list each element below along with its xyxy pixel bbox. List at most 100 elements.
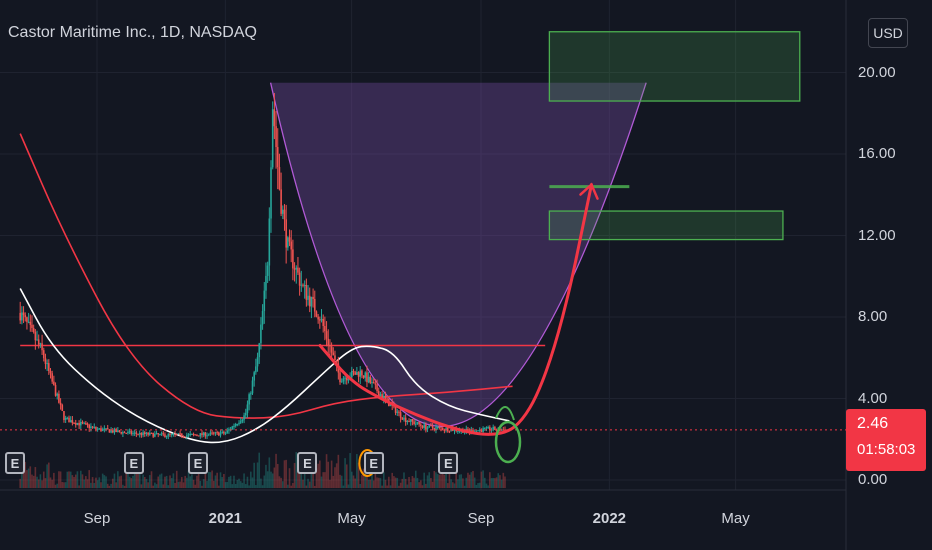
earnings-marker[interactable]: E <box>123 452 144 474</box>
candle-body <box>42 350 45 359</box>
volume-bar <box>224 482 227 488</box>
candle-body <box>128 431 131 433</box>
volume-bar <box>46 464 48 488</box>
volume-bar <box>71 475 74 488</box>
candle-body <box>59 402 62 406</box>
volume-bar <box>504 476 506 488</box>
volume-bar <box>53 472 55 488</box>
y-tick-label: 16.00 <box>858 145 896 162</box>
last-price-tag: 2.46 01:58:03 <box>846 409 926 471</box>
volume-bar <box>248 485 250 488</box>
volume-bar <box>27 468 30 488</box>
candle-body <box>58 393 60 403</box>
candle-body <box>73 423 75 425</box>
y-tick-label: 12.00 <box>858 226 896 244</box>
candle-body <box>423 424 425 428</box>
volume-bar <box>502 472 505 488</box>
volume-bar <box>250 471 252 488</box>
candle-body <box>258 343 261 358</box>
candle-body <box>223 431 225 434</box>
candle-body <box>31 324 33 329</box>
earnings-marker[interactable]: E <box>297 452 318 474</box>
candle-body <box>354 372 356 375</box>
volume-bar <box>165 475 168 488</box>
candle-body <box>359 370 362 377</box>
earnings-marker[interactable]: E <box>363 452 384 474</box>
volume-bar <box>446 483 449 488</box>
candle-body <box>212 432 215 434</box>
volume-bar <box>367 479 370 488</box>
volume-bar <box>68 471 70 488</box>
earnings-marker[interactable]: E <box>438 452 459 474</box>
volume-bar <box>443 474 446 488</box>
candle-body <box>54 384 57 396</box>
volume-bar <box>388 476 390 488</box>
earnings-marker[interactable]: E <box>187 452 208 474</box>
bar-countdown: 01:58:03 <box>857 441 916 458</box>
candle-body <box>91 426 94 428</box>
candle-body <box>275 126 277 148</box>
candle-body <box>436 427 439 429</box>
candle-body <box>418 422 420 425</box>
volume-bar <box>155 484 158 488</box>
volume-bar <box>32 475 35 488</box>
candle-body <box>85 423 87 425</box>
volume-bar <box>329 479 331 488</box>
volume-bar <box>359 483 362 488</box>
volume-bar <box>465 477 468 488</box>
candle-body <box>413 421 415 424</box>
volume-bar <box>475 484 478 488</box>
candle-body <box>330 346 333 353</box>
candle-body <box>105 428 107 430</box>
candle-body <box>167 433 170 437</box>
candle-body <box>122 432 124 434</box>
candle-body <box>453 429 456 431</box>
candle-body <box>398 411 400 413</box>
volume-bar <box>489 472 491 488</box>
candle-body <box>401 417 404 420</box>
volume-bar <box>340 475 343 488</box>
volume-bar <box>377 477 380 488</box>
volume-bar <box>184 475 186 488</box>
volume-bar <box>302 479 304 488</box>
candle-body <box>478 429 481 431</box>
volume-bar <box>201 485 203 488</box>
volume-bar <box>63 482 65 488</box>
candle-body <box>155 433 158 435</box>
candle-body <box>86 423 89 425</box>
volume-bar <box>73 476 75 488</box>
cup-fill <box>270 82 647 427</box>
volume-bar <box>450 479 452 488</box>
volume-bar <box>66 471 69 488</box>
y-tick-label: 8.00 <box>858 308 888 325</box>
currency-button[interactable]: USD <box>868 18 908 48</box>
candle-body <box>351 371 353 378</box>
candle-body <box>46 363 48 365</box>
volume-bar <box>384 479 387 488</box>
candle-body <box>123 432 126 434</box>
volume-bar <box>487 485 489 488</box>
volume-bar <box>310 461 313 488</box>
moving-averages <box>19 133 513 444</box>
volume-bar <box>293 463 296 488</box>
volume-bar <box>295 452 298 488</box>
earnings-marker[interactable]: E <box>4 452 25 474</box>
volume-bar <box>352 475 355 488</box>
volume-bar <box>468 474 471 488</box>
volume-bar <box>480 471 483 488</box>
volume-bar <box>435 472 437 488</box>
volume-bar <box>233 475 235 488</box>
volume-bar <box>31 474 33 488</box>
candle-body <box>414 423 417 425</box>
candle-body <box>147 432 149 435</box>
volume-bar <box>207 471 210 488</box>
volume-bar <box>56 483 59 488</box>
volume-bar <box>485 483 488 488</box>
candle-body <box>24 315 27 318</box>
volume-bar <box>187 470 190 488</box>
volume-bar <box>54 484 57 488</box>
candle-body <box>115 429 117 432</box>
candle-body <box>426 427 429 430</box>
x-tick-label: Sep <box>467 510 495 527</box>
